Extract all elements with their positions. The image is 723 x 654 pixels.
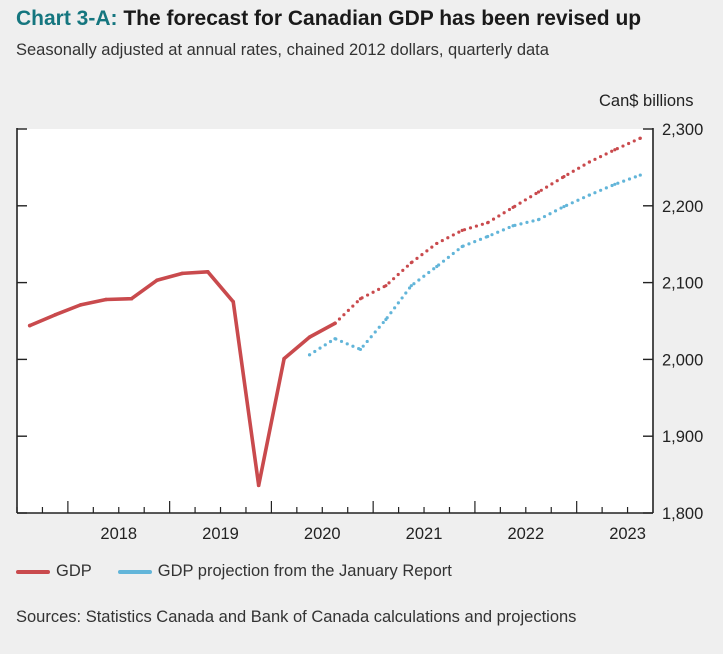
legend-label-january-projection: GDP projection from the January Report (157, 562, 452, 580)
data-point-gdp-projection (409, 261, 413, 265)
data-point-gdp (180, 271, 185, 276)
data-point-gdp-projection (333, 321, 337, 325)
chart-title-label: Chart 3-A: (16, 7, 118, 30)
legend-swatch-january-projection (117, 569, 152, 574)
x-tick-label: 2022 (507, 525, 544, 543)
data-point-gdp (53, 313, 57, 317)
data-point-gdp-projection (358, 297, 363, 301)
data-point-january-projection (358, 347, 363, 352)
data-point-january-projection (638, 173, 642, 177)
data-point-gdp-projection (562, 175, 566, 179)
y-tick-label: 1,900 (662, 428, 703, 446)
data-point-gdp (155, 278, 159, 283)
data-point-gdp (129, 296, 134, 301)
y-tick-label: 2,100 (662, 275, 703, 293)
data-point-gdp-projection (384, 284, 388, 288)
series-line-january-projection (307, 173, 642, 357)
y-tick-label: 2,200 (662, 198, 703, 216)
legend-label-gdp: GDP (56, 562, 92, 580)
data-point-january-projection (562, 204, 566, 209)
chart-subtitle: Seasonally adjusted at annual rates, cha… (16, 41, 549, 59)
data-point-gdp-projection (460, 228, 464, 232)
data-point-january-projection (536, 218, 541, 222)
chart-title-text: The forecast for Canadian GDP has been r… (117, 7, 642, 30)
data-point-gdp-projection (435, 241, 439, 246)
y-tick-label: 1,800 (662, 505, 703, 523)
data-point-january-projection (486, 234, 490, 239)
data-point-gdp (256, 483, 261, 488)
x-tick-label: 2021 (406, 525, 443, 543)
data-point-gdp (78, 303, 83, 307)
x-tick-label: 2019 (202, 525, 239, 543)
data-point-january-projection (333, 337, 337, 341)
data-point-gdp (231, 300, 236, 304)
x-tick-label: 2020 (304, 525, 341, 543)
chart-title: Chart 3-A: The forecast for Canadian GDP… (16, 7, 641, 31)
chart-source-note: Sources: Statistics Canada and Bank of C… (16, 608, 577, 626)
data-point-january-projection (460, 244, 464, 249)
data-point-january-projection (613, 182, 617, 186)
data-point-gdp-projection (486, 221, 490, 225)
data-point-gdp-projection (511, 205, 515, 209)
data-point-january-projection (409, 284, 413, 288)
data-point-gdp-projection (536, 190, 541, 194)
data-point-january-projection (511, 224, 515, 228)
data-point-january-projection (435, 264, 439, 269)
data-point-gdp (104, 297, 108, 302)
data-point-gdp (282, 356, 286, 361)
y-tick-label: 2,300 (662, 121, 703, 139)
data-point-gdp (27, 323, 32, 328)
data-point-january-projection (307, 353, 312, 357)
legend-swatch-gdp (16, 569, 50, 574)
plot-area (17, 129, 653, 513)
data-point-january-projection (587, 193, 592, 197)
data-point-gdp (307, 335, 312, 339)
chart-legend: GDP GDP projection from the January Repo… (16, 562, 478, 581)
data-point-gdp-projection (638, 136, 642, 140)
data-point-january-projection (384, 317, 388, 322)
x-tick-label: 2018 (100, 525, 137, 543)
chart-canvas: 1,800 1,900 2,000 2,100 2,200 2,300 2018 2019 20… (16, 121, 703, 543)
data-point-gdp-projection (613, 148, 617, 152)
legend-item-january-projection: GDP projection from the January Report (117, 562, 452, 581)
y-axis-unit-label: Can$ billions (599, 92, 694, 110)
x-tick-label: 2023 (609, 525, 646, 543)
legend-item-gdp: GDP (16, 562, 92, 581)
y-tick-label: 2,000 (662, 351, 703, 369)
data-point-gdp (206, 270, 210, 274)
data-point-gdp-projection (587, 160, 592, 164)
